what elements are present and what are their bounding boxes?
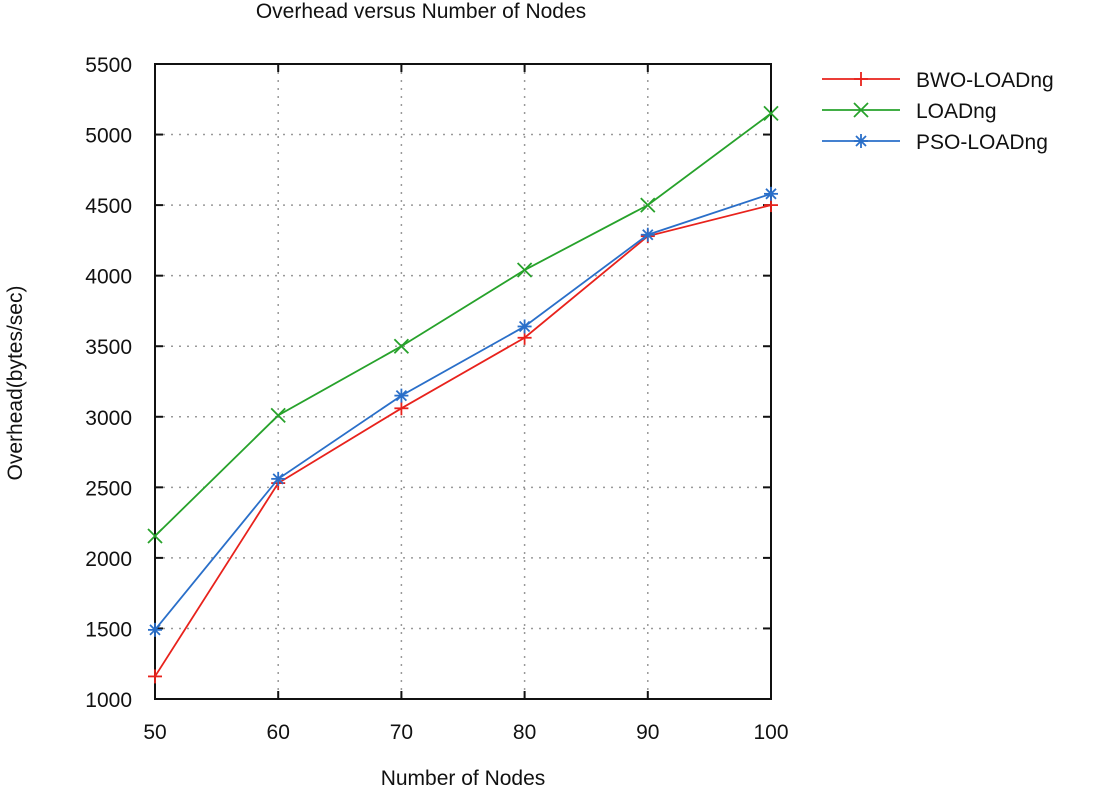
series-pso-loadng [148, 186, 778, 637]
y-axis-ticks: 1000 1500 2000 2500 3000 3500 4000 4500 5000 5500 [85, 54, 771, 712]
plot-frame [154, 63, 772, 700]
legend-item: BWO-LOADng [822, 69, 1054, 92]
y-tick-label: 3000 [85, 407, 132, 430]
data-series [147, 105, 779, 684]
y-tick-label: 1000 [85, 689, 132, 712]
series-loadng [147, 105, 779, 544]
legend-label: BWO-LOADng [916, 69, 1054, 92]
x-tick-label: 100 [753, 721, 788, 744]
x-tick-label: 80 [513, 721, 536, 744]
y-tick-label: 5000 [85, 125, 132, 148]
legend-item: LOADng [822, 100, 997, 123]
y-tick-label: 4500 [85, 195, 132, 218]
x-tick-label: 50 [143, 721, 166, 744]
y-tick-label: 3500 [85, 336, 132, 359]
x-tick-label: 70 [390, 721, 413, 744]
x-axis-label: Number of Nodes [381, 767, 546, 790]
x-tick-label: 90 [636, 721, 659, 744]
series-bwo-loadng [148, 198, 778, 684]
legend-item: PSO-LOADng [822, 131, 1048, 154]
y-tick-label: 2000 [85, 548, 132, 571]
chart-title: Overhead versus Number of Nodes [256, 0, 586, 23]
legend: BWO-LOADng LOADng PSO-LOADng [822, 69, 1054, 154]
y-axis-label: Overhead(bytes/sec) [4, 286, 27, 481]
x-axis-ticks: 50 60 70 80 90 100 [143, 64, 789, 744]
gridlines [155, 64, 771, 699]
legend-label: LOADng [916, 100, 997, 123]
y-tick-label: 1500 [85, 618, 132, 641]
y-tick-label: 5500 [85, 54, 132, 77]
legend-label: PSO-LOADng [916, 131, 1048, 154]
y-tick-label: 2500 [85, 477, 132, 500]
y-tick-label: 4000 [85, 266, 132, 289]
x-tick-label: 60 [267, 721, 290, 744]
